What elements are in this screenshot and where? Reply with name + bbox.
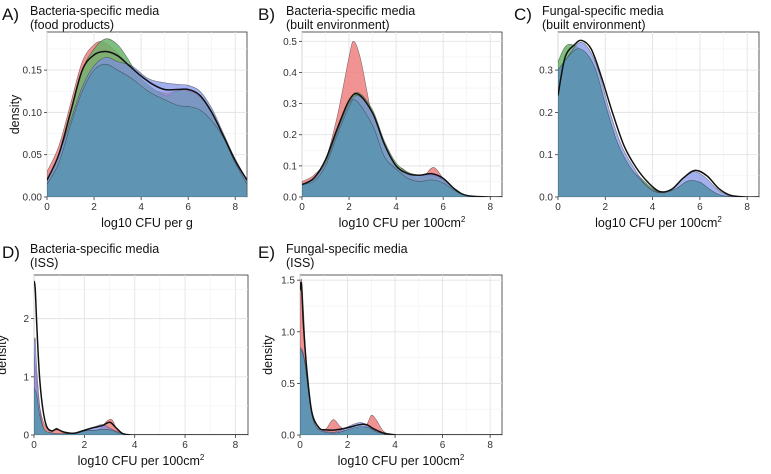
x-axis-title-superscript: 2 bbox=[460, 453, 465, 462]
x-axis-title-text: log10 CFU per 100cm bbox=[339, 216, 461, 230]
y-tick-label: 0.2 bbox=[539, 108, 553, 119]
density-curve-total bbox=[302, 92, 502, 197]
x-tick-label: 0 bbox=[297, 440, 303, 451]
y-tick-label: 0.10 bbox=[23, 108, 43, 119]
panel-title-line2: (food products) bbox=[30, 18, 114, 32]
density-curve-total bbox=[558, 39, 759, 197]
x-tick-label: 6 bbox=[440, 202, 446, 213]
grid bbox=[301, 32, 502, 198]
x-tick-label: 8 bbox=[487, 202, 493, 213]
series-group bbox=[558, 39, 759, 197]
panel-title-line1: Bacteria-specific media bbox=[30, 4, 159, 18]
x-axis-title-text: log10 CFU per 100cm bbox=[595, 216, 717, 230]
y-tick-label: 0 bbox=[23, 431, 29, 442]
series-group bbox=[302, 41, 502, 197]
y-tick-label: 0.1 bbox=[283, 161, 297, 172]
panel-letter: C) bbox=[514, 5, 532, 24]
density-area-teal bbox=[558, 48, 759, 197]
x-tick-label: 2 bbox=[91, 202, 97, 213]
x-tick-label: 2 bbox=[345, 440, 351, 451]
panel-letter: E) bbox=[258, 243, 275, 262]
panel-title-line2: (ISS) bbox=[30, 256, 58, 270]
x-tick-label: 8 bbox=[232, 202, 238, 213]
panel-title-line1: Bacteria-specific media bbox=[30, 242, 159, 256]
y-axis-title: density bbox=[0, 334, 9, 374]
x-axis-title-text: log10 CFU per g bbox=[101, 216, 193, 230]
panel-title-line2: (built environment) bbox=[542, 18, 646, 32]
x-axis-title-text: log10 CFU per 100cm bbox=[338, 454, 460, 468]
plot-area bbox=[299, 274, 503, 436]
y-tick-label: 0.5 bbox=[283, 37, 297, 48]
panel-e: E) Fungal-specific media(ISS) 0 2 4 6 8 0.0 0.5 1… bbox=[258, 242, 503, 468]
x-tick-label: 6 bbox=[440, 440, 446, 451]
panel-letter: D) bbox=[2, 243, 20, 262]
x-tick-label: 4 bbox=[392, 440, 398, 451]
panel-title-line1: Bacteria-specific media bbox=[286, 4, 415, 18]
y-tick-label: 0.05 bbox=[23, 150, 43, 161]
y-tick-label: 1 bbox=[23, 372, 29, 383]
y-tick-label: 0.2 bbox=[283, 130, 297, 141]
density-curve-total bbox=[300, 281, 502, 435]
x-axis-title-superscript: 2 bbox=[461, 215, 466, 224]
series-group bbox=[300, 278, 502, 435]
panel-a: A) Bacteria-specific media(food products)… bbox=[2, 4, 248, 230]
density-curve-total bbox=[34, 280, 248, 435]
panel-title-line1: Fungal-specific media bbox=[542, 4, 664, 18]
x-tick-label: 6 bbox=[697, 202, 703, 213]
x-tick-label: 0 bbox=[299, 202, 305, 213]
x-tick-label: 4 bbox=[650, 202, 656, 213]
x-axis-title-superscript: 2 bbox=[200, 453, 205, 462]
plot-area bbox=[33, 274, 249, 436]
y-tick-label: 0.5 bbox=[281, 379, 295, 390]
panel-title-line1: Fungal-specific media bbox=[286, 242, 408, 256]
x-tick-label: 6 bbox=[182, 440, 188, 451]
x-tick-label: 8 bbox=[487, 440, 493, 451]
panel-c: C) Fungal-specific media(built environmen… bbox=[514, 4, 760, 230]
y-axis-title: density bbox=[8, 94, 22, 134]
x-tick-label: 2 bbox=[603, 202, 609, 213]
y-tick-label: 0.0 bbox=[283, 193, 297, 204]
y-tick-label: 0.15 bbox=[23, 66, 43, 77]
density-area-teal bbox=[47, 63, 247, 197]
y-tick-label: 0.4 bbox=[283, 68, 297, 79]
panel-letter: A) bbox=[2, 5, 19, 24]
y-tick-label: 1.0 bbox=[281, 327, 295, 338]
y-tick-label: 0.0 bbox=[539, 193, 553, 204]
panel-title-line2: (built environment) bbox=[286, 18, 390, 32]
y-tick-label: 0.0 bbox=[281, 431, 295, 442]
y-tick-label: 2 bbox=[23, 314, 29, 325]
x-axis-title-text: log10 CFU per 100cm bbox=[78, 454, 200, 468]
x-tick-label: 8 bbox=[744, 202, 750, 213]
series-group bbox=[47, 38, 247, 197]
x-tick-label: 2 bbox=[346, 202, 352, 213]
y-tick-label: 0.3 bbox=[283, 99, 297, 110]
series-group bbox=[34, 280, 248, 435]
x-axis-title: log10 CFU per 100cm2 bbox=[78, 453, 205, 468]
x-axis-title: log10 CFU per g bbox=[101, 216, 193, 230]
panel-b: B) Bacteria-specific media(built environm… bbox=[258, 4, 503, 230]
x-tick-label: 8 bbox=[233, 440, 239, 451]
density-curve-total bbox=[47, 50, 247, 181]
y-tick-label: 0.3 bbox=[539, 66, 553, 77]
panel-d: D) Bacteria-specific media(ISS)0 2 4 6 8012lo… bbox=[0, 242, 249, 468]
x-axis-title: log10 CFU per 100cm2 bbox=[595, 215, 722, 230]
x-tick-label: 0 bbox=[31, 440, 37, 451]
x-axis-title: log10 CFU per 100cm2 bbox=[338, 453, 465, 468]
x-axis-title-superscript: 2 bbox=[717, 215, 722, 224]
y-tick-label: 1.5 bbox=[281, 276, 295, 287]
panel-title-line2: (ISS) bbox=[286, 256, 314, 270]
y-tick-label: 0.00 bbox=[23, 193, 43, 204]
x-tick-label: 0 bbox=[555, 202, 561, 213]
y-axis-title: density bbox=[261, 334, 275, 374]
panel-letter: B) bbox=[258, 5, 275, 24]
x-tick-label: 4 bbox=[132, 440, 138, 451]
x-tick-label: 0 bbox=[44, 202, 50, 213]
x-tick-label: 4 bbox=[393, 202, 399, 213]
y-tick-label: 0.1 bbox=[539, 150, 553, 161]
x-tick-label: 4 bbox=[138, 202, 144, 213]
x-tick-label: 2 bbox=[82, 440, 88, 451]
x-tick-label: 6 bbox=[185, 202, 191, 213]
x-axis-title: log10 CFU per 100cm2 bbox=[339, 215, 466, 230]
